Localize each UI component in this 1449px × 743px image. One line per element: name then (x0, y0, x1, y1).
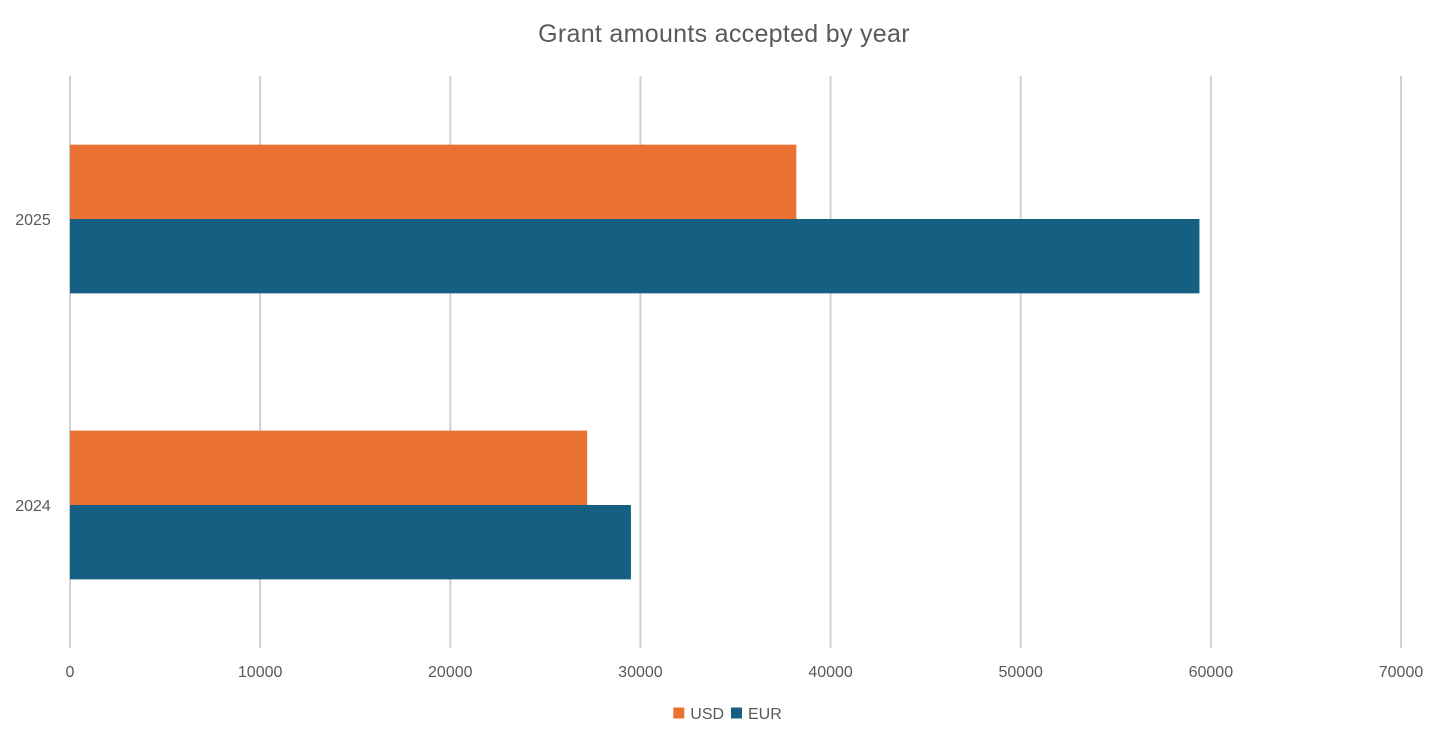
x-tick-label: 70000 (1379, 664, 1424, 681)
x-tick-label: 20000 (428, 664, 473, 681)
x-tick-label: 10000 (238, 664, 283, 681)
x-tick-label: 30000 (618, 664, 663, 681)
bar-usd-2025[interactable] (70, 144, 797, 219)
legend-item-eur[interactable]: EUR (731, 706, 782, 723)
y-tick-label: 2024 (15, 498, 51, 515)
bar-eur-2024[interactable] (70, 505, 631, 580)
legend-label: EUR (748, 706, 782, 723)
x-tick-label: 40000 (808, 664, 853, 681)
x-tick-label: 60000 (1189, 664, 1234, 681)
legend-swatch-usd (673, 707, 685, 719)
bar-usd-2024[interactable] (70, 430, 588, 505)
y-tick-label: 2025 (15, 212, 51, 229)
bars (70, 144, 1200, 580)
bar-eur-2025[interactable] (70, 219, 1200, 294)
legend[interactable]: USD EUR (673, 706, 782, 723)
x-axis-ticks: 0 10000 20000 30000 40000 50000 60000 70000 (66, 664, 1424, 681)
y-axis-ticks: 2024 2025 (15, 212, 51, 515)
legend-swatch-eur (731, 707, 742, 719)
legend-item-usd[interactable]: USD (673, 706, 724, 723)
x-tick-label: 50000 (998, 664, 1043, 681)
legend-label: USD (690, 706, 724, 723)
x-tick-label: 0 (66, 664, 75, 681)
chart-title: Grant amounts accepted by year (538, 20, 910, 48)
